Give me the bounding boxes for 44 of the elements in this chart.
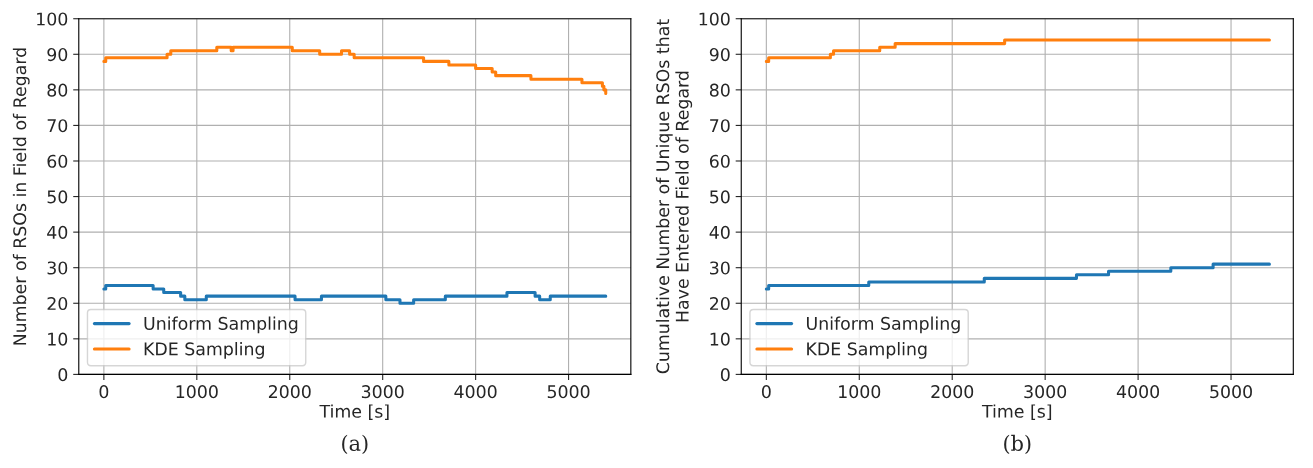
x-tick-label: 3000 xyxy=(1024,385,1067,399)
text: (a) xyxy=(342,434,368,454)
x-tick-label: 4000 xyxy=(1116,385,1160,399)
x-tick-label: 0 xyxy=(99,385,109,399)
legend-label: KDE Sampling xyxy=(807,341,927,359)
x-tick-label: 2000 xyxy=(268,385,311,399)
y-tick-label: 20 xyxy=(710,296,730,311)
x-tick-label: 3000 xyxy=(361,385,404,399)
x-tick-label: 1000 xyxy=(176,385,218,399)
y-tick-label: 80 xyxy=(709,83,730,97)
y-tick-label: 40 xyxy=(709,225,730,239)
y-tick-label: 10 xyxy=(48,332,68,346)
x-tick-label: 4000 xyxy=(454,385,497,399)
y-axis-title: Number of RSOs in Field of Regard xyxy=(12,48,30,345)
x-tick-label: 5000 xyxy=(547,385,590,399)
x-axis-title: Time [s] xyxy=(319,404,389,420)
x-tick-label: 5000 xyxy=(1210,385,1252,399)
legend-label: KDE Sampling xyxy=(144,341,264,359)
text: (b) xyxy=(1004,434,1031,454)
y-tick-label: 0 xyxy=(720,368,730,382)
x-axis-title: Time [s] xyxy=(981,404,1052,420)
y-tick-label: 100 xyxy=(699,12,730,26)
y-tick-label: 90 xyxy=(47,48,68,62)
y-tick-label: 10 xyxy=(710,332,730,346)
x-tick-label: 1000 xyxy=(839,385,881,399)
y-tick-label: 70 xyxy=(710,119,730,133)
y-tick-label: 0 xyxy=(58,368,68,382)
y-tick-label: 20 xyxy=(47,296,68,311)
x-tick-label: 2000 xyxy=(931,385,974,399)
x-tick-label: 0 xyxy=(761,385,771,399)
y-axis-title: Cumulative Number of Unique RSOs that Have Entered Field of Regard xyxy=(655,19,693,374)
y-tick-label: 90 xyxy=(709,48,730,62)
y-tick-label: 30 xyxy=(710,261,730,275)
y-tick-label: 60 xyxy=(47,154,68,168)
legend-label: Uniform Sampling xyxy=(144,316,298,334)
y-tick-label: 100 xyxy=(37,12,68,26)
y-tick-label: 70 xyxy=(47,119,68,133)
y-tick-label: 40 xyxy=(47,225,68,239)
y-tick-label: 50 xyxy=(47,190,68,204)
y-tick-label: 30 xyxy=(47,261,68,275)
legend-label: Uniform Sampling xyxy=(806,316,960,334)
y-tick-label: 60 xyxy=(709,154,730,168)
y-tick-label: 80 xyxy=(47,83,68,97)
y-tick-label: 50 xyxy=(710,190,730,204)
